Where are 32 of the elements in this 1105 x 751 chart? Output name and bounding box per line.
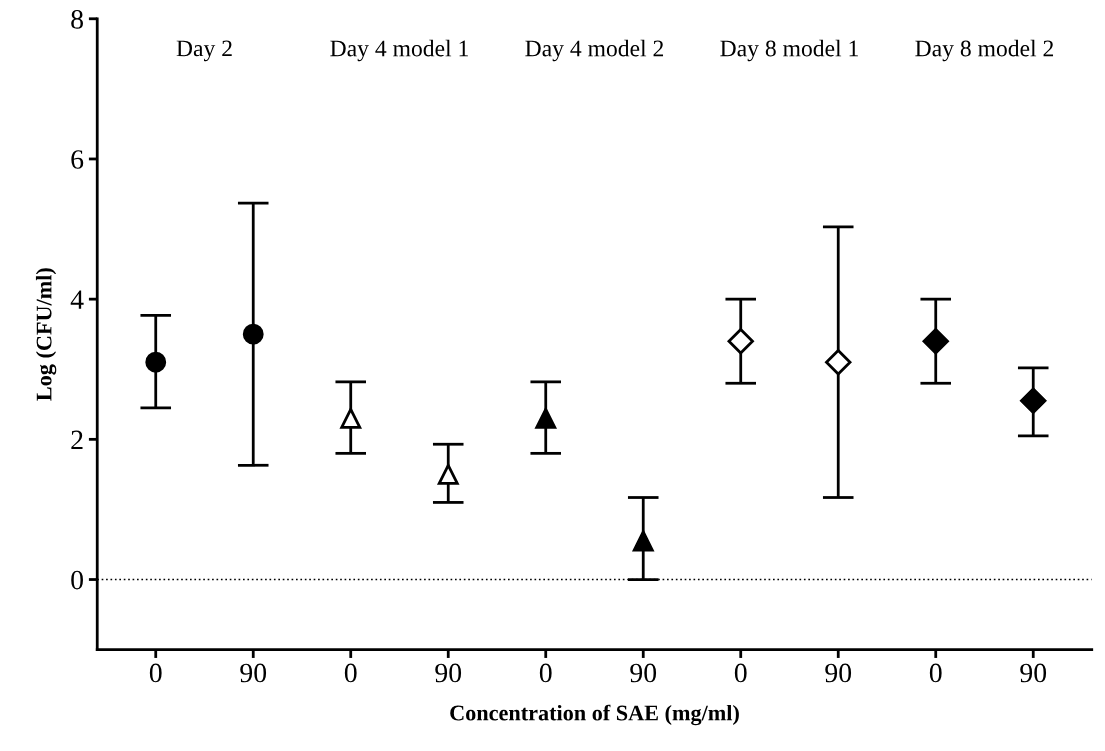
x-tick-label: 0 [344,663,357,683]
point [1020,387,1047,414]
y-tick-label: 0 [71,570,83,590]
annotation: Day 8 model 1 [720,39,858,62]
point [437,463,459,485]
x-tick-label: 0 [734,663,747,683]
x-tick-label: 90 [825,663,852,683]
point [727,328,754,355]
point [922,328,949,355]
x-axis-title: Concentration of SAE (mg/ml) [450,704,739,726]
annotation: Day 4 model 2 [525,39,664,62]
point [632,530,654,552]
y-tick-label: 2 [71,430,83,449]
x-tick-label: 90 [435,663,462,683]
x-tick-label: 0 [929,663,942,683]
y-tick-label: 4 [70,290,84,309]
x-tick-label: 90 [1020,663,1047,683]
y-tick-label: 8 [71,9,83,29]
point [242,323,264,345]
x-tick-label: 0 [539,663,552,683]
point [340,407,362,429]
y-tick-label: 6 [71,150,84,169]
point [145,351,167,373]
annotation: Day 2 [176,40,232,62]
y-axis-title: Log (CFU/ml) [35,268,57,401]
annotation: Day 4 model 1 [330,39,468,62]
x-tick-label: 90 [630,663,657,683]
annotation: Day 8 model 2 [915,39,1054,62]
x-tick-label: 90 [240,663,267,683]
point [825,349,852,376]
x-tick-label: 0 [149,663,162,683]
point [535,407,557,429]
